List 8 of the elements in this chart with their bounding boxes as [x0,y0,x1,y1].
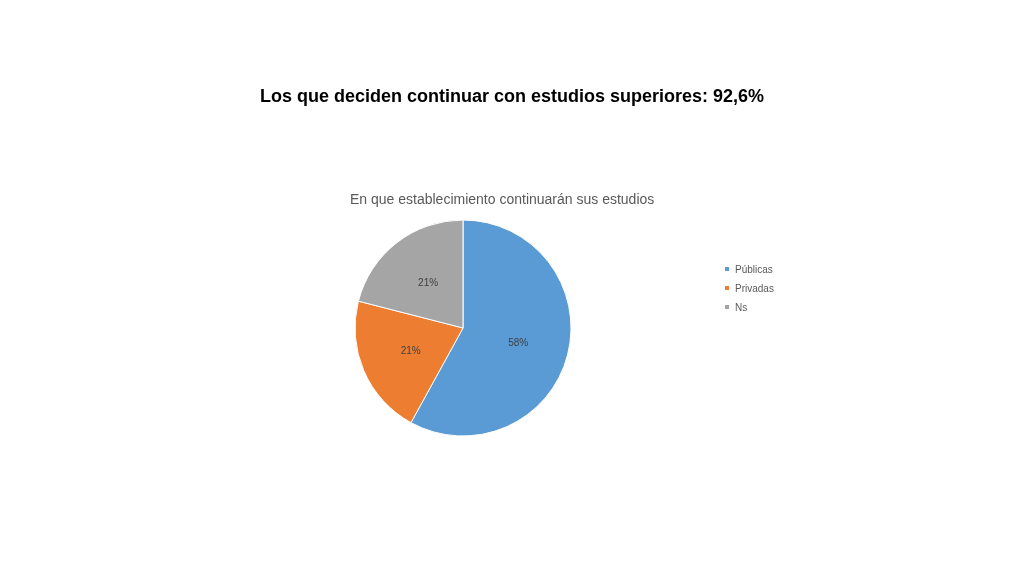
chart-subtitle: En que establecimiento continuarán sus estudios [350,191,655,207]
chart-title: Los que deciden continuar con estudios superiores: 92,6% [259,86,765,106]
legend-label: Ns [735,301,748,313]
data-label: 21% [400,345,421,357]
data-label: 58% [508,336,529,348]
data-label: 21% [418,277,439,289]
legend-label: Privadas [735,282,774,294]
legend-label: Públicas [735,263,773,275]
